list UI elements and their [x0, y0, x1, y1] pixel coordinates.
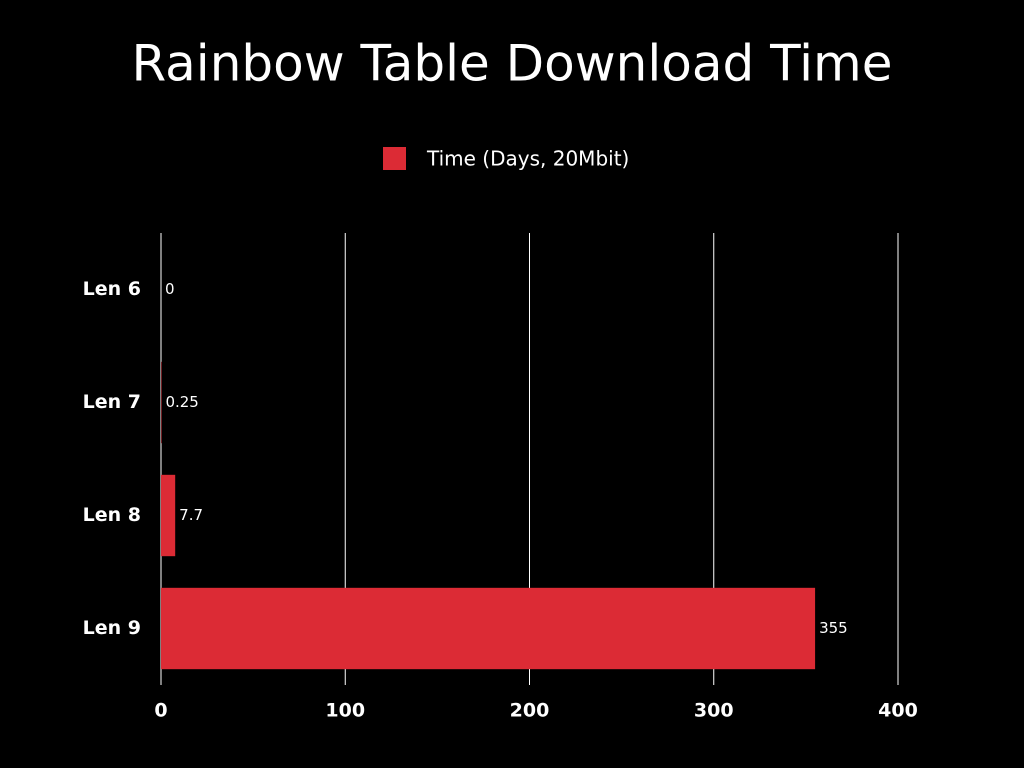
data-label: 7.7 [179, 506, 203, 524]
y-tick-label: Len 6 [83, 278, 141, 300]
chart-title: Rainbow Table Download Time [132, 35, 893, 93]
data-label: 355 [819, 619, 848, 637]
x-tick-label: 100 [325, 700, 365, 722]
y-tick-label: Len 7 [83, 391, 141, 413]
x-tick-label: 300 [694, 700, 734, 722]
y-tick-label: Len 9 [83, 617, 141, 639]
bar [161, 587, 816, 670]
legend-label: Time (Days, 20Mbit) [426, 147, 629, 171]
data-label: 0 [165, 280, 175, 298]
data-label: 0.25 [165, 393, 198, 411]
x-tick-label: 200 [510, 700, 550, 722]
x-tick-label: 400 [878, 700, 918, 722]
y-tick-label: Len 8 [83, 504, 141, 526]
x-tick-label: 0 [154, 700, 167, 722]
bar [161, 474, 176, 557]
legend-swatch [383, 147, 406, 170]
